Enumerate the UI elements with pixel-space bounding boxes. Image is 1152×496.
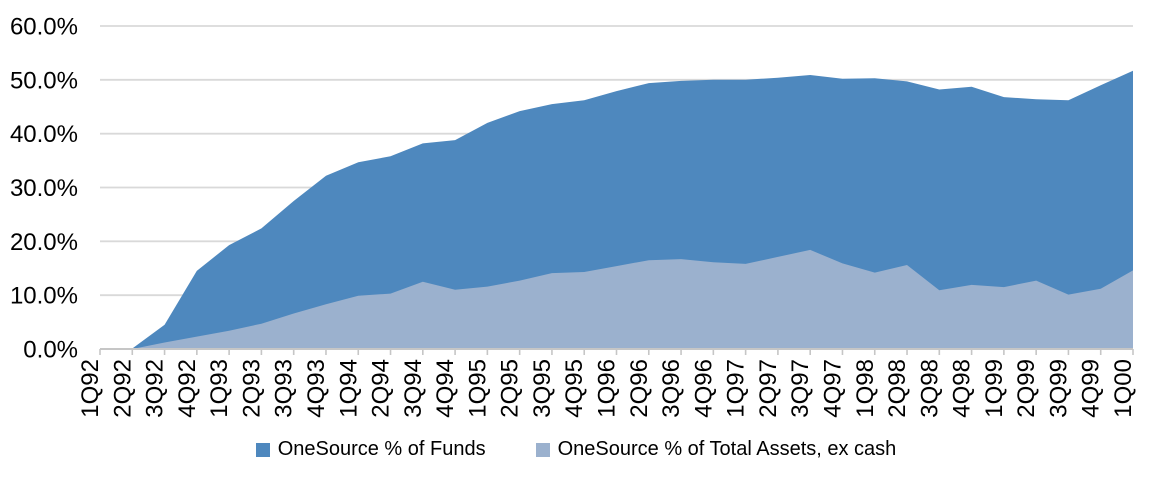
x-axis-tick-label: 2Q95 (497, 359, 524, 418)
x-axis-tick-label: 4Q94 (432, 359, 459, 418)
y-axis-tick-label: 60.0% (10, 14, 78, 41)
x-axis-tick-label: 3Q96 (658, 359, 685, 418)
x-axis-tick-label: 1Q98 (852, 359, 879, 418)
x-axis-tick-label: 2Q98 (884, 359, 911, 418)
x-axis-tick-label: 3Q98 (916, 359, 943, 418)
x-axis-tick-label: 2Q94 (368, 359, 395, 418)
y-axis-tick-label: 20.0% (10, 229, 78, 256)
x-axis-tick-label: 2Q92 (109, 359, 136, 418)
x-axis-tick-label: 3Q95 (529, 359, 556, 418)
x-axis-tick-label: 1Q92 (77, 359, 104, 418)
x-axis-tick-label: 1Q97 (723, 359, 750, 418)
legend-label-total-assets: OneSource % of Total Assets, ex cash (557, 438, 897, 460)
x-axis-tick-label: 4Q98 (949, 359, 976, 418)
x-axis-tick-label: 1Q96 (594, 359, 621, 418)
x-axis-tick-label: 4Q93 (303, 359, 330, 418)
x-axis-tick-label: 4Q99 (1078, 359, 1105, 418)
legend-item-total-assets: OneSource % of Total Assets, ex cash (535, 438, 897, 461)
legend-item-funds: OneSource % of Funds (255, 438, 486, 461)
x-axis-tick-label: 3Q97 (787, 359, 814, 418)
legend-swatch-funds-icon (255, 442, 270, 457)
x-axis-tick-label: 4Q96 (690, 359, 717, 418)
x-axis-tick-label: 4Q97 (819, 359, 846, 418)
x-axis-tick-label: 4Q92 (174, 359, 201, 418)
y-axis-tick-label: 50.0% (10, 67, 78, 94)
x-axis-tick-label: 1Q93 (206, 359, 233, 418)
x-axis-tick-label: 1Q99 (981, 359, 1008, 418)
y-axis-tick-label: 0.0% (23, 337, 78, 364)
x-axis-tick-label: 1Q94 (335, 359, 362, 418)
x-axis-tick-label: 1Q95 (464, 359, 491, 418)
x-axis-tick-label: 4Q95 (561, 359, 588, 418)
y-axis-tick-label: 10.0% (10, 283, 78, 310)
x-axis-tick-label: 2Q97 (755, 359, 782, 418)
x-axis-tick-label: 3Q93 (271, 359, 298, 418)
y-axis-tick-label: 40.0% (10, 121, 78, 148)
x-axis-tick-label: 3Q92 (142, 359, 169, 418)
area-chart-plot: 0.0%10.0%20.0%30.0%40.0%50.0%60.0%1Q92 2Q… (10, 14, 1137, 418)
x-axis-tick-label: 3Q99 (1045, 359, 1072, 418)
y-axis-tick-label: 30.0% (10, 175, 78, 202)
total-assets-area (100, 249, 1133, 349)
legend-label-funds: OneSource % of Funds (277, 438, 486, 460)
x-axis-tick-label: 2Q93 (238, 359, 265, 418)
legend-swatch-total-assets-icon (535, 442, 550, 457)
x-axis-tick-label: 1Q00 (1110, 359, 1137, 418)
x-axis-tick-label: 3Q94 (400, 359, 427, 418)
x-axis-tick-label: 2Q99 (1013, 359, 1040, 418)
x-axis-tick-label: 2Q96 (626, 359, 653, 418)
chart-legend: OneSource % of Funds OneSource % of Tota… (0, 438, 1152, 461)
